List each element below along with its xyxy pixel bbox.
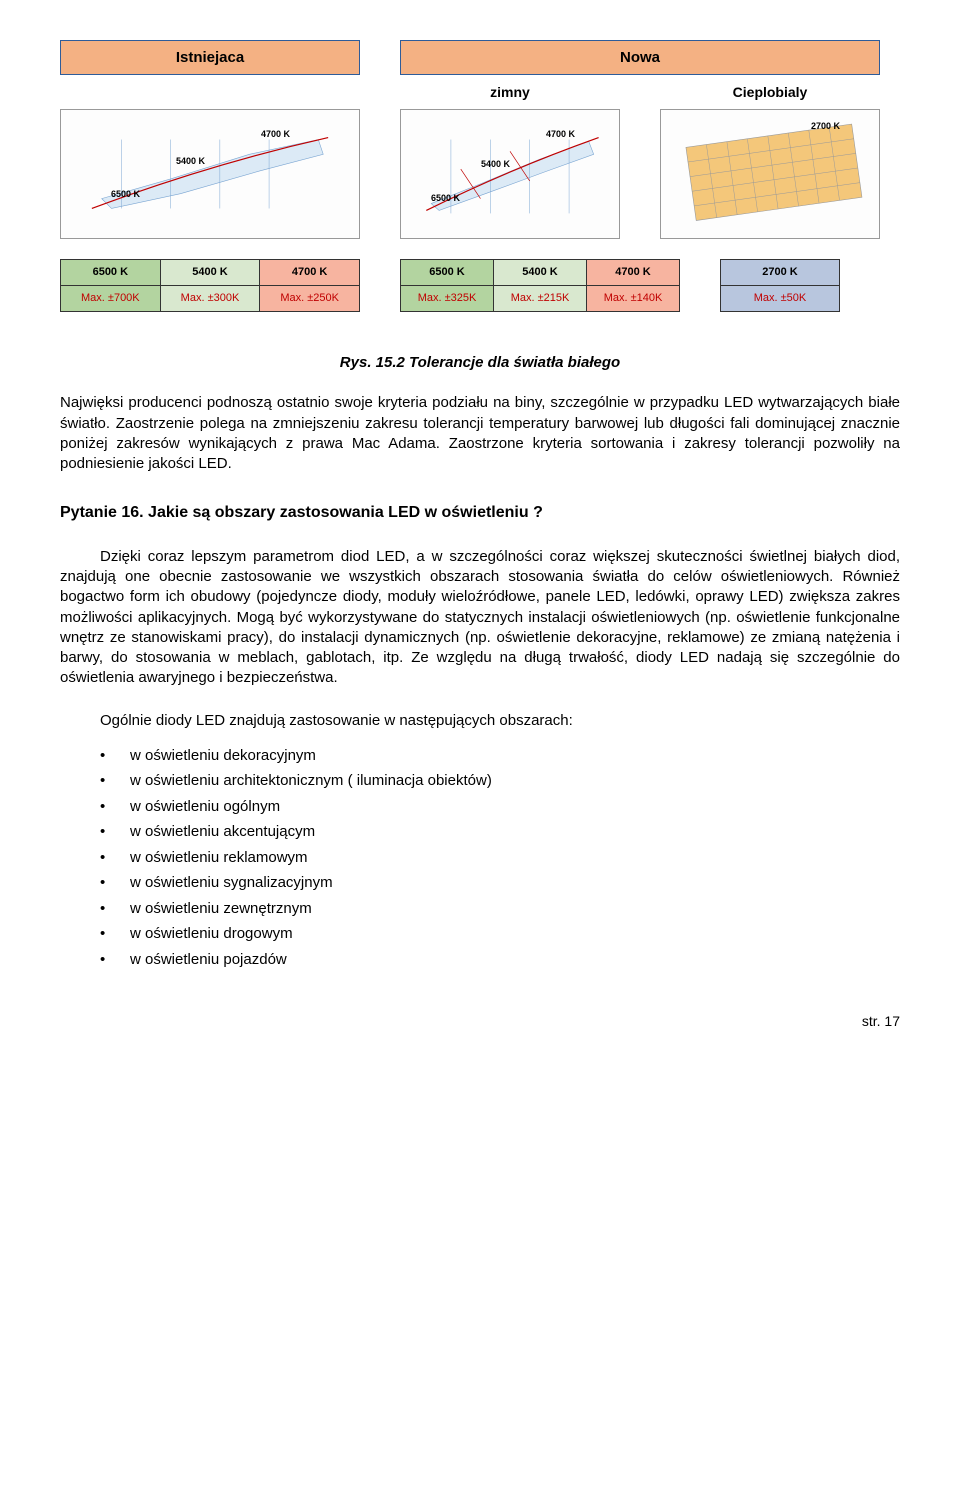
chart2-label-6500: 6500 K — [431, 192, 460, 205]
bullet-item: w oświetleniu dekoracyjnym — [100, 743, 900, 769]
chart1-label-4700: 4700 K — [261, 128, 290, 141]
tr-h1: 2700 K — [721, 259, 840, 285]
tm-v3: Max. ±140K — [587, 285, 680, 311]
tm-v2: Max. ±215K — [494, 285, 587, 311]
chart2-label-4700: 4700 K — [546, 128, 575, 141]
tl-h1: 6500 K — [61, 259, 161, 285]
list-intro: Ogólnie diody LED znajdują zastosowanie … — [60, 711, 900, 731]
bullet-item: w oświetleniu architektonicznym ( ilumin… — [100, 768, 900, 794]
para2: Dzięki coraz lepszym parametrom diod LED… — [60, 547, 900, 689]
tm-h2: 5400 K — [494, 259, 587, 285]
tl-h2: 5400 K — [160, 259, 260, 285]
bullet-item: w oświetleniu reklamowym — [100, 845, 900, 871]
bullet-item: w oświetleniu drogowym — [100, 921, 900, 947]
chart1-label-5400: 5400 K — [176, 155, 205, 168]
subheader-zimny: zimny — [400, 83, 620, 103]
figure-caption: Rys. 15.2 Tolerancje dla światła białego — [60, 352, 900, 373]
tm-v1: Max. ±325K — [401, 285, 494, 311]
bullet-item: w oświetleniu ogólnym — [100, 794, 900, 820]
tl-v3: Max. ±250K — [260, 285, 360, 311]
tr-v1: Max. ±50K — [721, 285, 840, 311]
header-nowa: Nowa — [400, 40, 880, 75]
bullet-item: w oświetleniu zewnętrznym — [100, 896, 900, 922]
tl-h3: 4700 K — [260, 259, 360, 285]
table-mid: 6500 K 5400 K 4700 K Max. ±325K Max. ±21… — [400, 259, 680, 313]
tm-h1: 6500 K — [401, 259, 494, 285]
table-right: 2700 K Max. ±50K — [720, 259, 840, 313]
table-left: 6500 K 5400 K 4700 K Max. ±700K Max. ±30… — [60, 259, 360, 313]
chart1-label-6500: 6500 K — [111, 188, 140, 201]
tl-v2: Max. ±300K — [160, 285, 260, 311]
para1: Najwięksi producenci podnoszą ostatnio s… — [60, 393, 900, 474]
tm-h3: 4700 K — [587, 259, 680, 285]
bullet-list: w oświetleniu dekoracyjnym w oświetleniu… — [60, 743, 900, 973]
bullet-item: w oświetleniu sygnalizacyjnym — [100, 870, 900, 896]
page-footer: str. 17 — [60, 1012, 900, 1032]
chart2-label-5400: 5400 K — [481, 158, 510, 171]
bullet-item: w oświetleniu akcentującym — [100, 819, 900, 845]
subheader-cieplobialy: Cieplobialy — [660, 83, 880, 103]
tl-v1: Max. ±700K — [61, 285, 161, 311]
chart3-label-2700: 2700 K — [811, 120, 840, 133]
chart-nowa-cieplobialy: 2700 K — [660, 109, 880, 239]
header-istniejaca: Istniejaca — [60, 40, 360, 75]
pytanie-16: Pytanie 16. Jakie są obszary zastosowani… — [60, 502, 900, 524]
chart-nowa-zimny: 4700 K 5400 K 6500 K — [400, 109, 620, 239]
chart-istniejaca: 4700 K 5400 K 6500 K — [60, 109, 360, 239]
bullet-item: w oświetleniu pojazdów — [100, 947, 900, 973]
sub-left-spacer — [60, 83, 360, 103]
